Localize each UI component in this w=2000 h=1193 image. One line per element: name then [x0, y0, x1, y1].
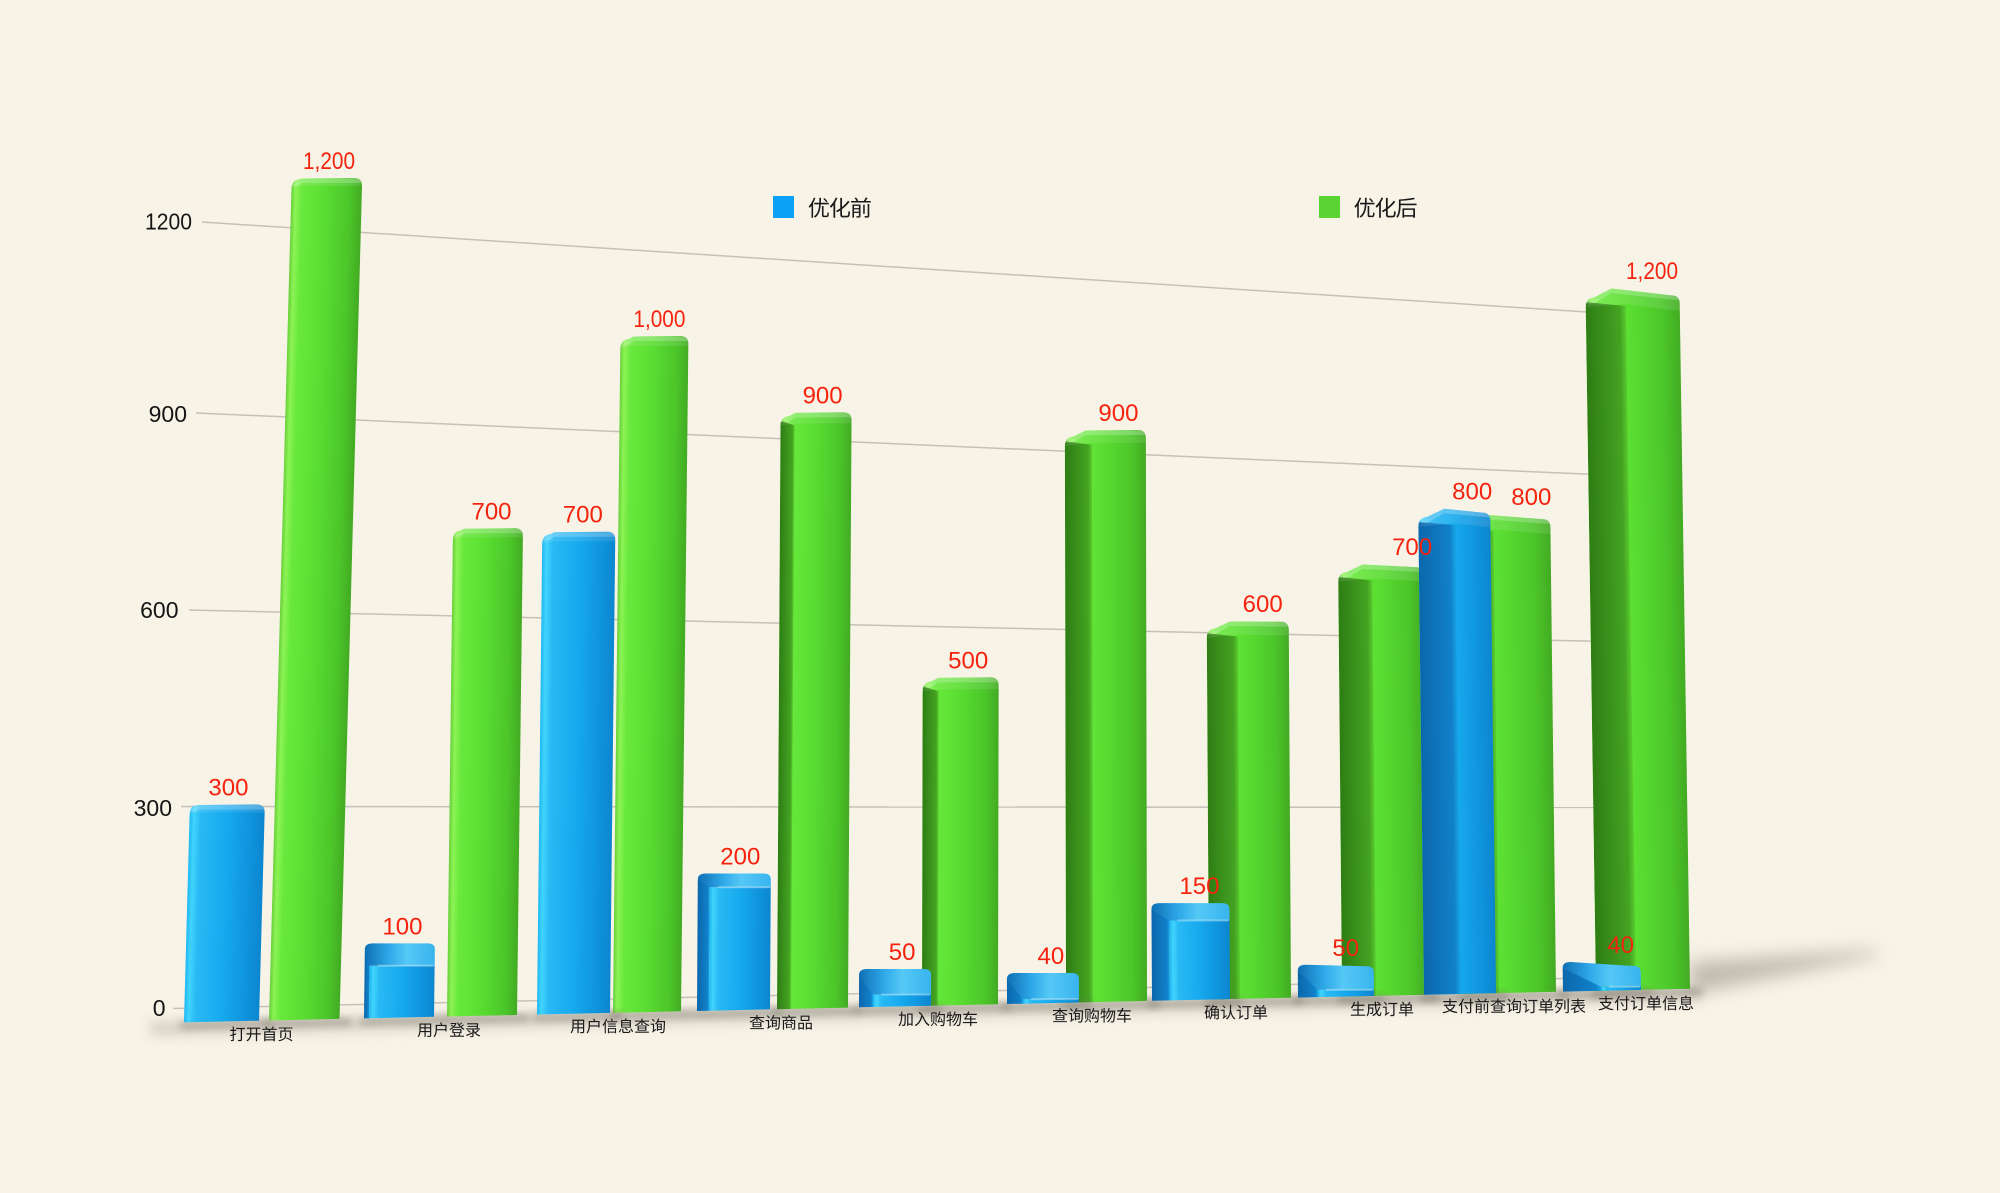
- svg-text:1,200: 1,200: [303, 148, 355, 175]
- svg-text:600: 600: [1243, 591, 1283, 618]
- svg-text:50: 50: [889, 939, 916, 966]
- svg-text:150: 150: [1179, 873, 1219, 900]
- svg-text:50: 50: [1332, 935, 1359, 962]
- svg-text:500: 500: [948, 647, 988, 674]
- svg-text:40: 40: [1038, 943, 1065, 970]
- svg-text:0: 0: [153, 995, 166, 1021]
- svg-text:700: 700: [471, 498, 511, 525]
- svg-text:1200: 1200: [145, 209, 192, 235]
- svg-text:300: 300: [208, 775, 248, 802]
- svg-text:700: 700: [563, 502, 603, 529]
- svg-text:40: 40: [1607, 932, 1634, 959]
- svg-text:300: 300: [134, 795, 172, 821]
- svg-text:700: 700: [1392, 534, 1432, 561]
- svg-text:1,200: 1,200: [1626, 258, 1678, 285]
- svg-text:900: 900: [1098, 400, 1138, 427]
- svg-text:100: 100: [382, 913, 422, 940]
- svg-text:1,000: 1,000: [633, 306, 685, 333]
- svg-text:800: 800: [1452, 478, 1492, 505]
- svg-text:600: 600: [140, 597, 178, 623]
- svg-text:900: 900: [803, 382, 843, 409]
- svg-text:900: 900: [149, 401, 187, 427]
- svg-text:800: 800: [1511, 484, 1551, 511]
- svg-text:200: 200: [720, 844, 760, 871]
